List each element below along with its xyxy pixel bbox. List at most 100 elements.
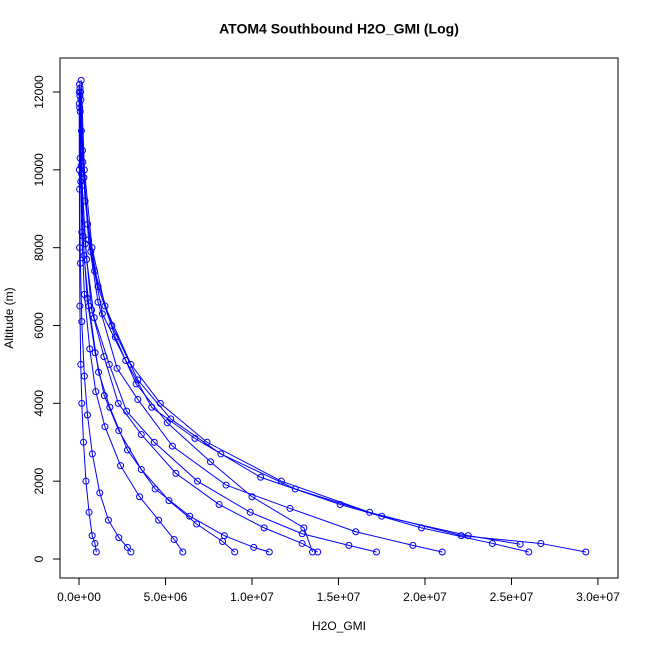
data-point — [248, 493, 256, 501]
series-line — [80, 130, 521, 545]
data-point — [409, 541, 417, 549]
data-point — [77, 127, 85, 135]
data-point — [163, 419, 171, 427]
data-point — [96, 489, 104, 497]
y-tick-label: 8000 — [32, 234, 46, 261]
data-point — [525, 548, 533, 556]
data-point — [206, 458, 214, 466]
data-point — [231, 548, 239, 556]
data-point — [132, 380, 140, 388]
series-line — [79, 95, 270, 553]
series-line — [78, 92, 97, 553]
data-point — [76, 80, 84, 88]
data-point — [84, 220, 92, 228]
data-point — [94, 283, 102, 291]
x-tick-label: 1.0e+07 — [230, 590, 274, 604]
data-point — [82, 477, 90, 485]
data-point — [260, 524, 268, 532]
series-line — [80, 99, 529, 553]
data-point — [286, 504, 294, 512]
data-point — [80, 438, 88, 446]
data-point — [78, 228, 86, 236]
data-point — [106, 403, 114, 411]
data-point — [257, 473, 265, 481]
data-point — [76, 244, 84, 252]
series-line — [79, 84, 184, 553]
data-point — [250, 543, 258, 551]
data-point — [113, 364, 121, 372]
x-tick-label: 0.0e+00 — [57, 590, 101, 604]
data-point — [75, 166, 83, 174]
data-point — [137, 430, 145, 438]
data-point — [537, 539, 545, 547]
data-point — [378, 512, 386, 520]
data-point — [291, 485, 299, 493]
data-point — [219, 537, 227, 545]
data-point — [167, 415, 175, 423]
data-point — [127, 548, 135, 556]
x-tick-label: 2.0e+07 — [403, 590, 447, 604]
series-line — [79, 107, 236, 553]
data-point — [137, 466, 145, 474]
data-point — [117, 462, 125, 470]
data-point — [77, 360, 85, 368]
x-axis-label: H2O_GMI — [312, 619, 366, 633]
data-point — [92, 548, 100, 556]
data-point — [84, 411, 92, 419]
data-point — [217, 450, 225, 458]
data-point — [194, 477, 202, 485]
data-point — [100, 392, 108, 400]
data-point — [111, 333, 119, 341]
data-point — [222, 481, 230, 489]
data-point — [155, 516, 163, 524]
data-point — [298, 539, 306, 547]
y-tick-label: 12000 — [32, 75, 46, 109]
data-point — [165, 497, 173, 505]
data-point — [352, 528, 360, 536]
y-tick-label: 10000 — [32, 153, 46, 187]
data-point — [115, 427, 123, 435]
data-point — [246, 508, 254, 516]
x-tick-label: 1.5e+07 — [317, 590, 361, 604]
data-point — [172, 469, 180, 477]
data-point — [78, 318, 86, 326]
data-point — [168, 442, 176, 450]
data-point — [92, 388, 100, 396]
data-point — [77, 162, 85, 170]
y-tick-label: 4000 — [32, 390, 46, 417]
data-point — [373, 548, 381, 556]
data-point — [488, 539, 496, 547]
chart-title: ATOM4 Southbound H2O_GMI (Log) — [219, 21, 459, 37]
data-point — [123, 543, 131, 551]
data-point — [136, 493, 144, 501]
x-tick-label: 3.0e+07 — [576, 590, 620, 604]
data-point — [100, 353, 108, 361]
series-line — [81, 150, 314, 553]
data-point — [215, 501, 223, 509]
data-point — [582, 548, 590, 556]
y-tick-label: 0 — [32, 555, 46, 562]
data-point — [115, 534, 123, 542]
data-point — [78, 146, 86, 154]
data-point — [78, 399, 86, 407]
data-point — [88, 532, 96, 540]
data-point — [94, 298, 102, 306]
data-point — [76, 259, 84, 267]
data-point — [81, 197, 89, 205]
data-point — [86, 345, 94, 353]
data-point — [104, 516, 112, 524]
data-point — [345, 541, 353, 549]
data-point — [88, 450, 96, 458]
data-point — [300, 524, 308, 532]
data-point — [150, 438, 158, 446]
x-tick-label: 2.5e+07 — [490, 590, 534, 604]
data-point — [314, 548, 322, 556]
data-point — [91, 349, 99, 357]
data-point — [516, 540, 524, 548]
data-point — [193, 520, 201, 528]
y-tick-label: 2000 — [32, 468, 46, 495]
data-point — [179, 548, 187, 556]
data-point — [464, 532, 472, 540]
data-point — [309, 548, 317, 556]
series-line — [80, 91, 443, 553]
